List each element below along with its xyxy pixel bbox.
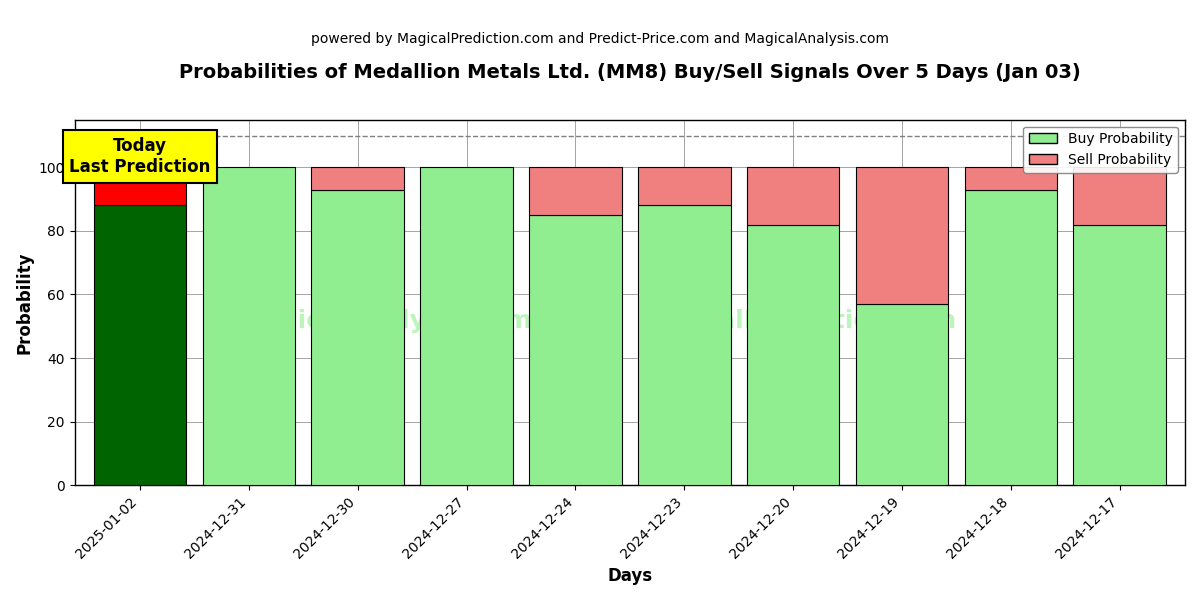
Title: Probabilities of Medallion Metals Ltd. (MM8) Buy/Sell Signals Over 5 Days (Jan 0: Probabilities of Medallion Metals Ltd. (… bbox=[179, 63, 1081, 82]
Bar bbox=[94, 205, 186, 485]
Bar bbox=[203, 167, 295, 485]
Bar bbox=[420, 167, 512, 485]
X-axis label: Days: Days bbox=[607, 567, 653, 585]
Bar bbox=[312, 190, 404, 485]
Bar bbox=[638, 167, 731, 205]
Bar bbox=[1074, 224, 1166, 485]
Bar bbox=[1074, 167, 1166, 224]
Bar bbox=[856, 167, 948, 304]
Bar bbox=[529, 167, 622, 215]
Bar bbox=[746, 167, 839, 224]
Text: powered by MagicalPrediction.com and Predict-Price.com and MagicalAnalysis.com: powered by MagicalPrediction.com and Pre… bbox=[311, 32, 889, 46]
Legend: Buy Probability, Sell Probability: Buy Probability, Sell Probability bbox=[1024, 127, 1178, 173]
Bar bbox=[856, 304, 948, 485]
Bar bbox=[94, 167, 186, 205]
Bar bbox=[638, 205, 731, 485]
Bar bbox=[965, 167, 1057, 190]
Text: MagicalAnalysis.com: MagicalAnalysis.com bbox=[239, 308, 533, 332]
Text: MagicalPrediction.com: MagicalPrediction.com bbox=[636, 308, 958, 332]
Y-axis label: Probability: Probability bbox=[16, 251, 34, 353]
Text: Today
Last Prediction: Today Last Prediction bbox=[70, 137, 211, 176]
Bar bbox=[965, 190, 1057, 485]
Bar bbox=[312, 167, 404, 190]
Bar bbox=[529, 215, 622, 485]
Bar bbox=[746, 224, 839, 485]
